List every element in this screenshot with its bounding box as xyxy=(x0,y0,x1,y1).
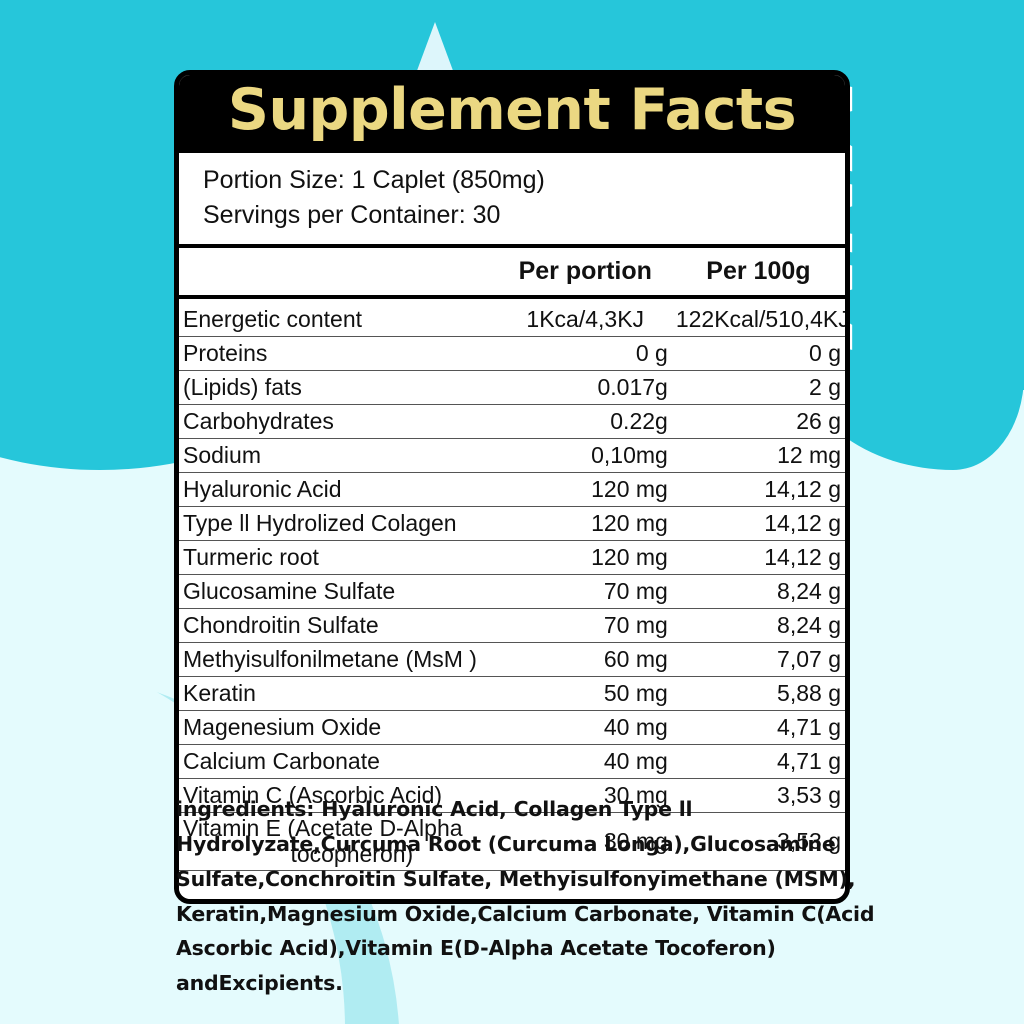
table-row: Chondroitin Sulfate 70 mg 8,24 g xyxy=(179,608,845,642)
table-row: Turmeric root 120 mg 14,12 g xyxy=(179,540,845,574)
ingredients-text: ingredients: Hyaluronic Acid, Collagen T… xyxy=(176,797,875,996)
table-row: Energetic content 1Kca/4,3KJ 122Kcal/510… xyxy=(179,297,845,337)
table-row: Vitamin C (Ascorbic Acid) 30 mg 3,53 g xyxy=(179,778,845,812)
table-bottom-spacer xyxy=(179,870,845,899)
row-per-100g: 3,53 g xyxy=(777,781,841,808)
row-per-100g: 3,53 g xyxy=(777,828,841,855)
column-header-per-portion: Per portion xyxy=(518,256,652,285)
table-row: Hyaluronic Acid 120 mg 14,12 g xyxy=(179,472,845,506)
row-per-portion: 120 mg xyxy=(591,509,668,536)
row-per-portion: 1Kca/4,3KJ xyxy=(526,305,645,332)
triangle-notch-icon xyxy=(415,22,455,76)
row-label: (Lipids) fats xyxy=(183,373,302,400)
row-per-portion: 30 mg xyxy=(603,828,668,855)
row-per-portion: 50 mg xyxy=(603,679,668,706)
supplement-facts-card: Supplement Facts Portion Size: 1 Caplet … xyxy=(174,70,850,905)
table-body: Energetic content 1Kca/4,3KJ 122Kcal/510… xyxy=(179,297,845,899)
row-per-100g: 26 g xyxy=(796,407,841,434)
row-label: Keratin xyxy=(183,679,256,706)
row-label: Chondroitin Sulfate xyxy=(183,611,379,638)
row-per-100g: 8,24 g xyxy=(777,577,841,604)
row-per-100g: 8,24 g xyxy=(777,611,841,638)
row-label: Magenesium Oxide xyxy=(183,713,382,740)
row-per-portion: 0 g xyxy=(635,339,668,366)
row-label: Methyisulfonilmetane (MsM ) xyxy=(183,645,477,672)
row-per-portion: 0.22g xyxy=(610,407,668,434)
row-per-100g: 5,88 g xyxy=(777,679,841,706)
row-label-line1: Vitamin E (Acetate D-Alpha xyxy=(183,814,463,841)
servings-per-container-text: Servings per Container: 30 xyxy=(203,201,501,230)
row-label-line2: tocopheron) xyxy=(290,840,414,867)
card-header: Supplement Facts xyxy=(179,75,845,153)
row-per-100g: 122Kcal/510,4KJ xyxy=(675,305,850,332)
row-per-portion: 40 mg xyxy=(603,713,668,740)
table-row: Calcium Carbonate 40 mg 4,71 g xyxy=(179,744,845,778)
table-row: Type ll Hydrolized Colagen 120 mg 14,12 … xyxy=(179,506,845,540)
table-row: (Lipids) fats 0.017g 2 g xyxy=(179,370,845,404)
row-per-100g: 4,71 g xyxy=(777,713,841,740)
row-label: Glucosamine Sulfate xyxy=(183,577,396,604)
table-row: Methyisulfonilmetane (MsM ) 60 mg 7,07 g xyxy=(179,642,845,676)
row-per-100g: 12 mg xyxy=(777,441,841,468)
row-per-portion: 120 mg xyxy=(591,475,668,502)
table-row: Sodium 0,10mg 12 mg xyxy=(179,438,845,472)
row-per-100g: 14,12 g xyxy=(764,509,841,536)
table-row: Keratin 50 mg 5,88 g xyxy=(179,676,845,710)
table-row: Carbohydrates 0.22g 26 g xyxy=(179,404,845,438)
row-per-100g: 14,12 g xyxy=(764,475,841,502)
table-row: Vitamin E (Acetate D-Alpha tocopheron) 3… xyxy=(179,812,845,871)
table-row: Magenesium Oxide 40 mg 4,71 g xyxy=(179,710,845,744)
card-body: Portion Size: 1 Caplet (850mg) Servings … xyxy=(179,152,845,900)
column-header-per-100g: Per 100g xyxy=(706,256,811,285)
row-per-100g: 2 g xyxy=(809,373,841,400)
row-label: Type ll Hydrolized Colagen xyxy=(183,509,457,536)
row-label: Vitamin E (Acetate D-Alpha tocopheron) xyxy=(179,812,499,871)
table-header: Per portion Per 100g xyxy=(179,248,845,297)
row-per-100g: 7,07 g xyxy=(777,645,841,672)
row-per-portion: 0.017g xyxy=(597,373,668,400)
row-per-portion: 60 mg xyxy=(603,645,668,672)
row-label: Vitamin C (Ascorbic Acid) xyxy=(183,781,443,808)
table-row: Proteins 0 g 0 g xyxy=(179,336,845,370)
row-label: Energetic content xyxy=(183,305,363,332)
row-label: Sodium xyxy=(183,441,261,468)
serving-info-block: Portion Size: 1 Caplet (850mg) Servings … xyxy=(179,153,845,248)
row-label: Carbohydrates xyxy=(183,407,334,434)
column-header-name xyxy=(179,248,499,297)
nutrition-table: Per portion Per 100g Energetic content 1… xyxy=(179,248,845,899)
row-per-100g: 14,12 g xyxy=(764,543,841,570)
row-per-100g: 4,71 g xyxy=(777,747,841,774)
row-per-portion: 0,10mg xyxy=(591,441,668,468)
row-label: Hyaluronic Acid xyxy=(183,475,342,502)
row-label: Turmeric root xyxy=(183,543,319,570)
row-per-100g: 0 g xyxy=(809,339,841,366)
row-per-portion: 40 mg xyxy=(603,747,668,774)
row-per-portion: 30 mg xyxy=(603,781,668,808)
page-title: Supplement Facts xyxy=(227,77,797,143)
row-label: Proteins xyxy=(183,339,268,366)
table-header-row: Per portion Per 100g xyxy=(179,248,845,297)
row-per-portion: 70 mg xyxy=(603,577,668,604)
portion-size-text: Portion Size: 1 Caplet (850mg) xyxy=(203,165,545,194)
row-per-portion: 70 mg xyxy=(603,611,668,638)
row-per-portion: 120 mg xyxy=(591,543,668,570)
row-label: Calcium Carbonate xyxy=(183,747,380,774)
table-row: Glucosamine Sulfate 70 mg 8,24 g xyxy=(179,574,845,608)
